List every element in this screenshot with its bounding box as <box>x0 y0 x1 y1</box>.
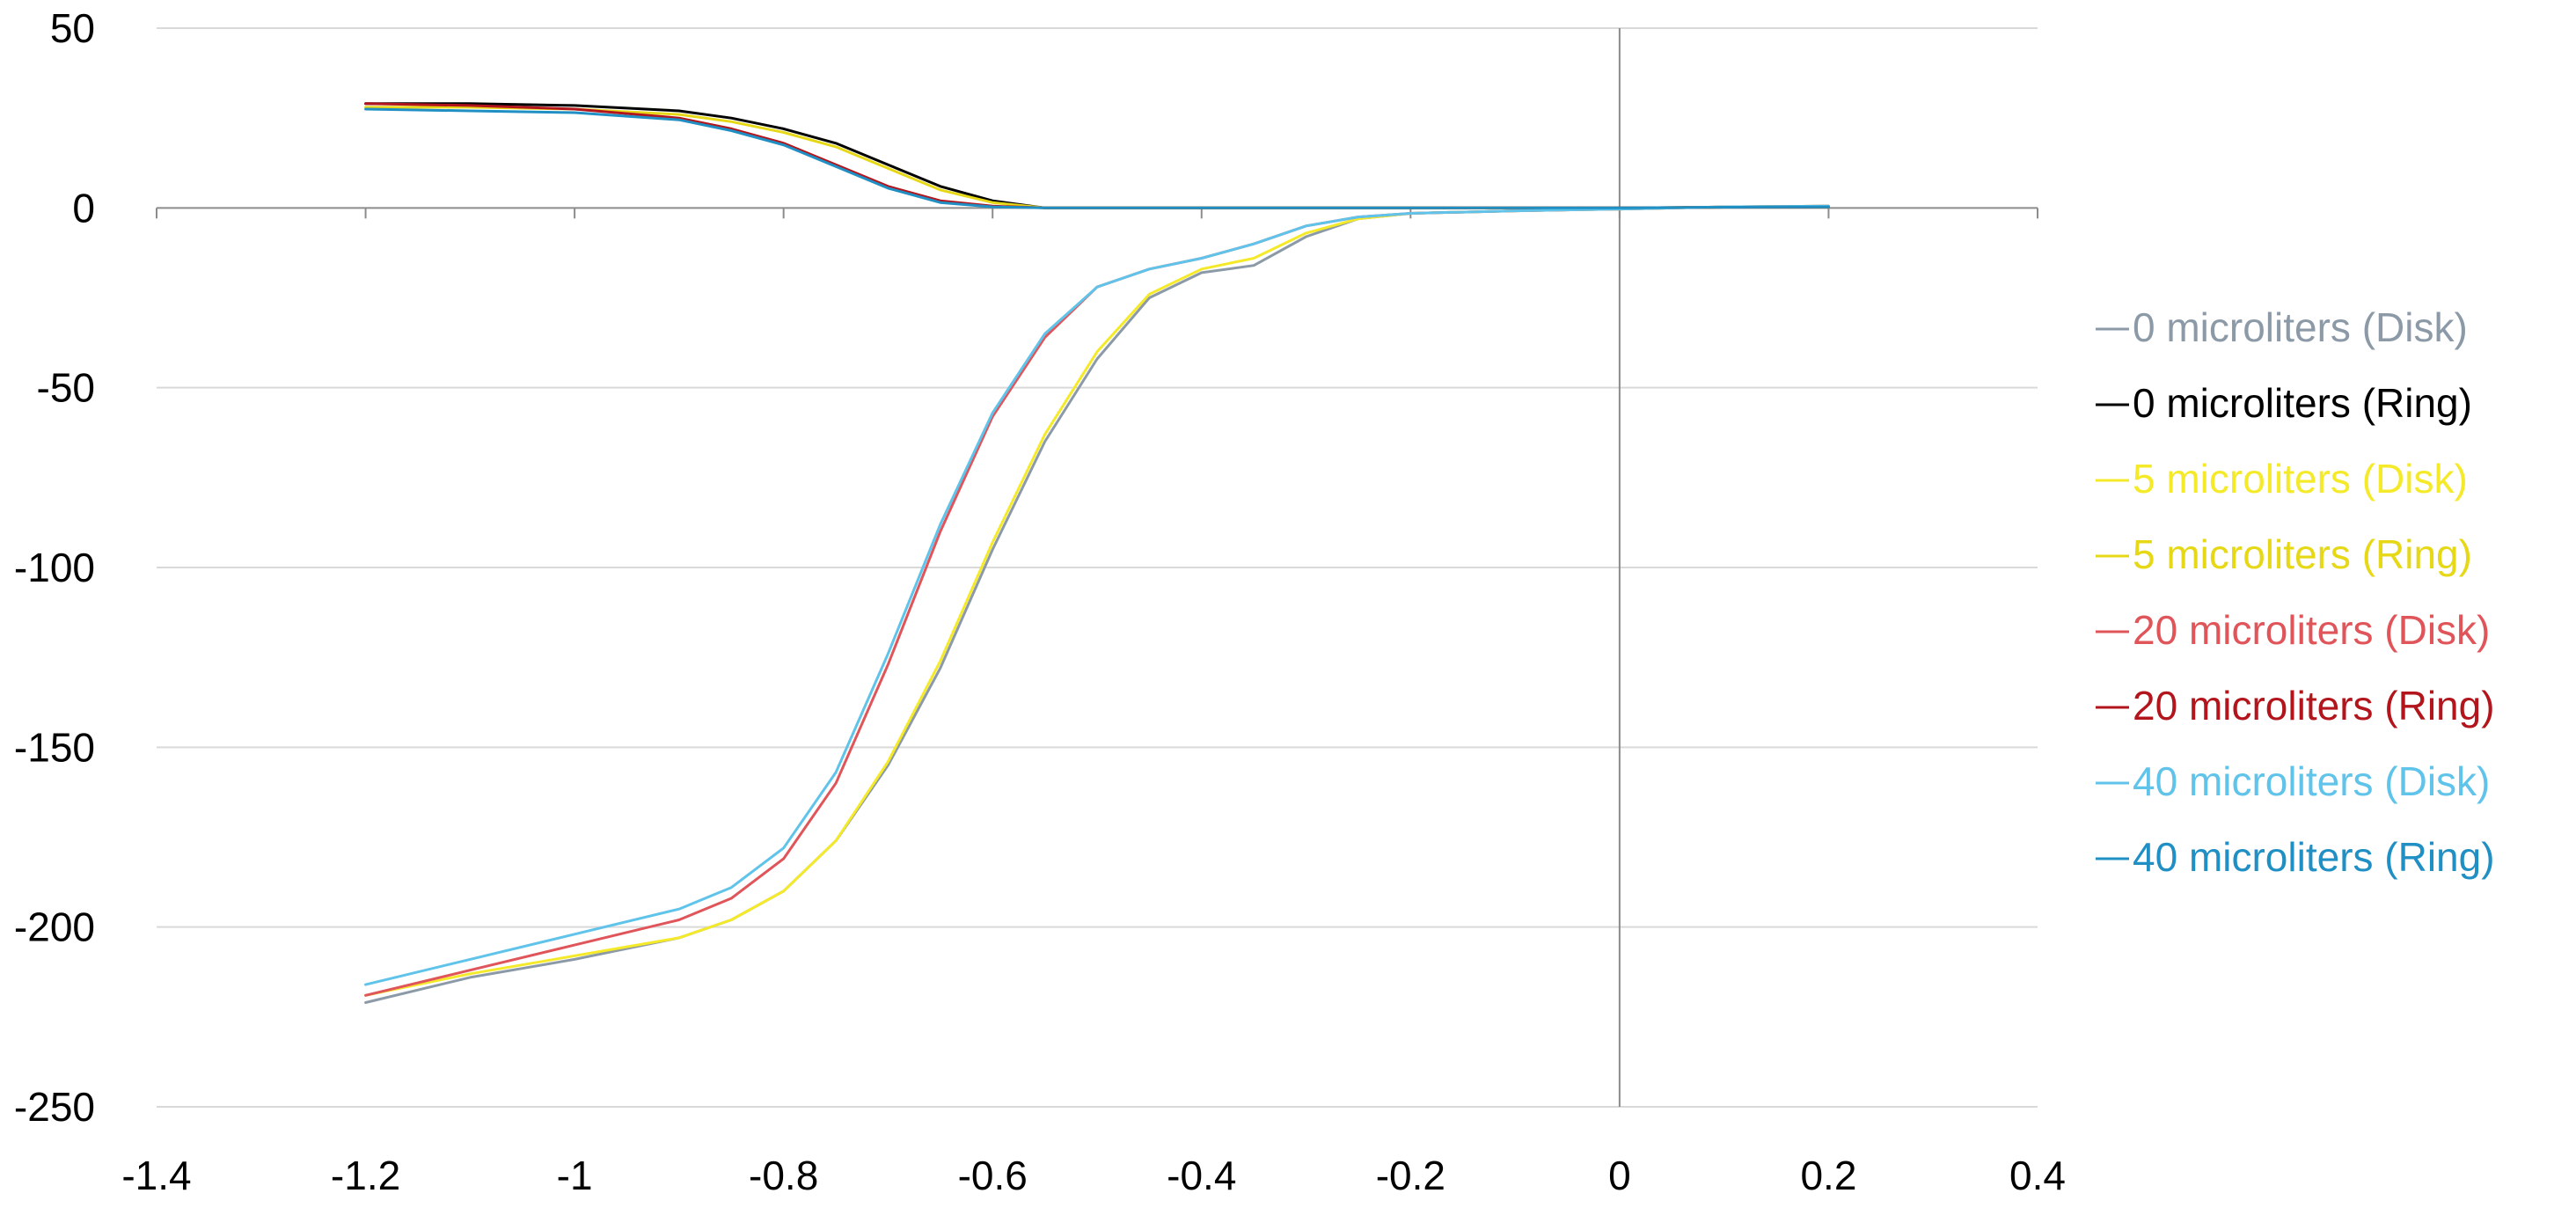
x-tick-label-9: 0.4 <box>2009 1153 2066 1198</box>
y-tick-labels: 50 0 -50 -100 -150 -200 -250 <box>14 5 95 1130</box>
y-tick-label-1: 0 <box>72 185 95 231</box>
x-tick-label-7: 0 <box>1608 1153 1631 1198</box>
gridlines <box>157 27 2038 1108</box>
x-tick-label-6: -0.2 <box>1376 1153 1445 1198</box>
x-tick-label-1: -1.2 <box>331 1153 400 1198</box>
x-tick-label-3: -0.8 <box>749 1153 818 1198</box>
series-lines <box>364 102 1830 1004</box>
legend-label-6: 40 microliters (Disk) <box>2133 758 2490 804</box>
x-tick-label-8: 0.2 <box>1800 1153 1856 1198</box>
y-tick-label-2: -50 <box>37 365 95 411</box>
legend-label-1: 0 microliters (Ring) <box>2133 380 2472 426</box>
series-line-1 <box>364 102 1830 209</box>
legend-label-3: 5 microliters (Ring) <box>2133 531 2472 577</box>
series-line-2 <box>364 204 1830 997</box>
x-tick-label-2: -1 <box>557 1153 593 1198</box>
series-line-0 <box>364 204 1830 1004</box>
legend-label-2: 5 microliters (Disk) <box>2133 456 2468 502</box>
y-tick-label-4: -150 <box>14 724 95 770</box>
series-line-7 <box>364 107 1830 209</box>
legend-label-5: 20 microliters (Ring) <box>2133 683 2495 728</box>
y-tick-label-3: -100 <box>14 545 95 590</box>
x-tick-label-5: -0.4 <box>1167 1153 1236 1198</box>
y-tick-label-5: -200 <box>14 904 95 950</box>
series-line-3 <box>364 106 1830 209</box>
x-tick-label-0: -1.4 <box>121 1153 191 1198</box>
legend-label-7: 40 microliters (Ring) <box>2133 834 2495 880</box>
x-tick-labels: -1.4 -1.2 -1 -0.8 -0.6 -0.4 -0.2 0 0.2 0.4 <box>121 1153 2066 1198</box>
legend-label-0: 0 microliters (Disk) <box>2133 304 2468 350</box>
series-line-4 <box>364 204 1830 997</box>
x-tick-label-4: -0.6 <box>958 1153 1028 1198</box>
series-line-5 <box>364 102 1830 209</box>
legend-label-4: 20 microliters (Disk) <box>2133 607 2490 653</box>
y-tick-label-6: -250 <box>14 1084 95 1130</box>
legend: 0 microliters (Disk) 0 microliters (Ring)… <box>2096 304 2495 880</box>
series-line-6 <box>364 204 1830 986</box>
y-tick-label-0: 50 <box>50 5 95 51</box>
